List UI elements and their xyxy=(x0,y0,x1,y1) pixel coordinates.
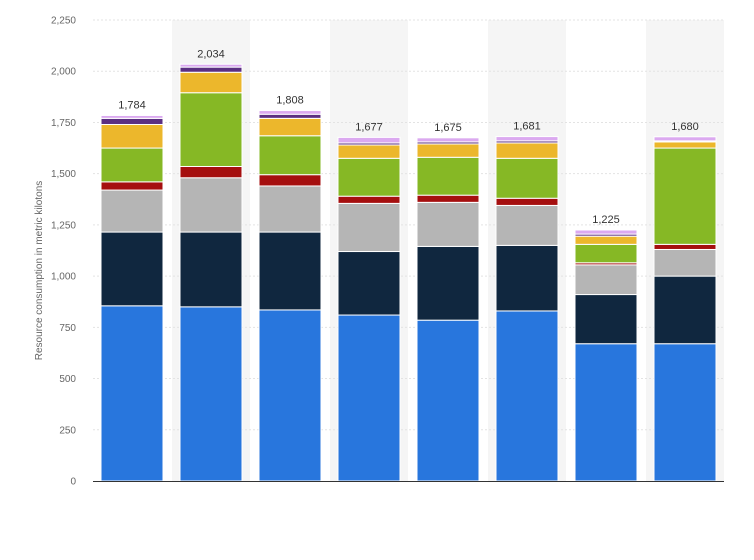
bar-segment[interactable] xyxy=(416,201,480,247)
bar-segment[interactable] xyxy=(574,264,638,296)
bar-segment[interactable] xyxy=(337,195,401,204)
bar-segment[interactable] xyxy=(337,136,401,144)
bar-total-label: 1,225 xyxy=(592,214,620,226)
y-axis-title: Resource consumption in metric kilotons xyxy=(34,181,45,361)
bar-segment[interactable] xyxy=(653,248,717,277)
bar-total-label: 1,680 xyxy=(671,121,699,133)
bar-segment[interactable] xyxy=(574,243,638,264)
bar-total-label: 1,675 xyxy=(434,122,462,134)
bar-segment[interactable] xyxy=(179,92,243,167)
bar-segment[interactable] xyxy=(100,123,164,149)
bar-total-label: 2,034 xyxy=(197,48,225,60)
bar-segment[interactable] xyxy=(258,110,322,115)
bar-segment[interactable] xyxy=(574,229,638,235)
bar-segment[interactable] xyxy=(179,306,243,482)
y-tick-label: 500 xyxy=(59,374,76,385)
bar-segment[interactable] xyxy=(100,181,164,191)
y-tick-label: 0 xyxy=(70,477,76,488)
bar-segment[interactable] xyxy=(100,117,164,125)
bar-segment[interactable] xyxy=(258,309,322,482)
bar-segment[interactable] xyxy=(179,71,243,94)
bar-stack[interactable] xyxy=(100,114,164,482)
bar-total-label: 1,784 xyxy=(118,99,146,111)
bar-stack[interactable] xyxy=(337,136,401,482)
bar-segment[interactable] xyxy=(337,251,401,316)
bar-segment[interactable] xyxy=(258,174,322,187)
bar-stack[interactable] xyxy=(653,136,717,482)
bar-segment[interactable] xyxy=(337,144,401,159)
bar-segment[interactable] xyxy=(179,66,243,73)
total-labels: 1,784 2,034 1,808 1,677 1,675 1,681 1,225 1,680 xyxy=(118,48,699,226)
bar-segment[interactable] xyxy=(416,194,480,203)
y-tick-label: 2,000 xyxy=(51,67,76,78)
bar-total-label: 1,677 xyxy=(355,121,383,133)
bar-segment[interactable] xyxy=(416,143,480,158)
bar-segment[interactable] xyxy=(416,245,480,321)
y-tick-label: 750 xyxy=(59,323,76,334)
bar-segment[interactable] xyxy=(258,185,322,233)
bar-segment[interactable] xyxy=(100,189,164,233)
bar-stack[interactable] xyxy=(574,229,638,482)
y-tick-label: 1,250 xyxy=(51,220,76,231)
bar-segment[interactable] xyxy=(179,177,243,233)
bar-stack[interactable] xyxy=(258,110,322,482)
bar-segment[interactable] xyxy=(416,156,480,196)
bar-stack[interactable] xyxy=(416,137,480,482)
bar-segment[interactable] xyxy=(100,114,164,119)
bar-segment[interactable] xyxy=(495,310,559,482)
bar-segment[interactable] xyxy=(337,157,401,197)
bar-segment[interactable] xyxy=(258,113,322,119)
bar-segment[interactable] xyxy=(495,244,559,312)
bar-segment[interactable] xyxy=(653,141,717,149)
bar-segment[interactable] xyxy=(258,117,322,137)
y-tick-label: 250 xyxy=(59,425,76,436)
bar-segment[interactable] xyxy=(416,319,480,482)
bar-segment[interactable] xyxy=(653,343,717,482)
bar-segment[interactable] xyxy=(495,197,559,206)
bar-segment[interactable] xyxy=(179,165,243,179)
bar-segment[interactable] xyxy=(653,275,717,345)
bar-segment[interactable] xyxy=(179,63,243,68)
bar-segment[interactable] xyxy=(653,136,717,142)
y-tick-label: 1,000 xyxy=(51,272,76,283)
y-tick-label: 1,500 xyxy=(51,169,76,180)
bar-segment[interactable] xyxy=(179,231,243,308)
bar-segment[interactable] xyxy=(574,343,638,482)
bar-segment[interactable] xyxy=(653,243,717,250)
bar-segment[interactable] xyxy=(100,147,164,183)
bar-segment[interactable] xyxy=(258,231,322,311)
bar-segment[interactable] xyxy=(100,305,164,482)
bar-segment[interactable] xyxy=(574,235,638,245)
bar-segment[interactable] xyxy=(337,314,401,482)
bar-segment[interactable] xyxy=(495,204,559,246)
bar-total-label: 1,681 xyxy=(513,121,541,133)
bar-segment[interactable] xyxy=(337,202,401,253)
bar-segment[interactable] xyxy=(495,142,559,159)
bar-segment[interactable] xyxy=(258,135,322,176)
bar-segment[interactable] xyxy=(653,147,717,245)
y-axis-ticks: 0 250 500 750 1,000 1,250 1,500 1,750 2,000 2,250 xyxy=(51,16,76,488)
y-tick-label: 2,250 xyxy=(51,16,76,27)
bar-stack[interactable] xyxy=(179,63,243,482)
bar-stacks xyxy=(100,63,717,482)
bar-segment[interactable] xyxy=(416,137,480,143)
bar-segment[interactable] xyxy=(495,136,559,142)
bar-total-label: 1,808 xyxy=(276,95,304,107)
bar-segment[interactable] xyxy=(574,294,638,345)
bar-stack[interactable] xyxy=(495,136,559,482)
y-tick-label: 1,750 xyxy=(51,118,76,129)
bar-segment[interactable] xyxy=(100,231,164,307)
bar-segment[interactable] xyxy=(495,157,559,199)
